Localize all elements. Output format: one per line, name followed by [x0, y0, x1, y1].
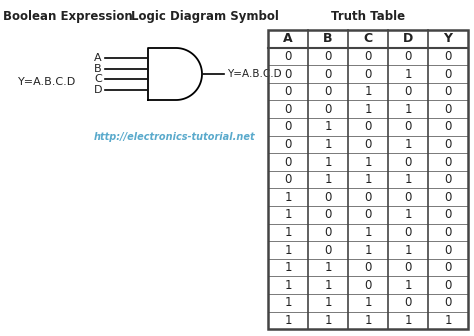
Text: 0: 0: [444, 120, 452, 133]
Text: 0: 0: [365, 68, 372, 81]
Text: Y=A.B.C.D: Y=A.B.C.D: [18, 77, 76, 87]
Text: 0: 0: [365, 120, 372, 133]
Text: 1: 1: [324, 173, 332, 186]
Text: D: D: [403, 32, 413, 45]
Text: 1: 1: [284, 208, 292, 221]
Text: 1: 1: [404, 244, 412, 256]
Text: 0: 0: [444, 226, 452, 239]
Text: 1: 1: [364, 244, 372, 256]
Text: A: A: [283, 32, 293, 45]
Text: 0: 0: [444, 244, 452, 256]
Text: 0: 0: [404, 261, 412, 274]
Text: 0: 0: [365, 191, 372, 204]
Text: 1: 1: [444, 314, 452, 327]
Text: 0: 0: [284, 85, 292, 98]
Text: C: C: [364, 32, 373, 45]
Text: 0: 0: [284, 138, 292, 151]
Text: 1: 1: [404, 314, 412, 327]
Text: 0: 0: [444, 279, 452, 292]
Text: 1: 1: [364, 226, 372, 239]
Text: 0: 0: [404, 191, 412, 204]
Text: 0: 0: [404, 296, 412, 309]
Bar: [268, 30, 468, 329]
Text: 1: 1: [284, 314, 292, 327]
Text: 1: 1: [364, 173, 372, 186]
Text: 0: 0: [444, 173, 452, 186]
Text: 0: 0: [365, 279, 372, 292]
Text: 0: 0: [324, 103, 332, 116]
Text: 0: 0: [444, 85, 452, 98]
Text: Y: Y: [444, 32, 453, 45]
Text: 1: 1: [324, 156, 332, 168]
Text: 0: 0: [444, 208, 452, 221]
Text: 1: 1: [404, 279, 412, 292]
Text: 0: 0: [444, 156, 452, 168]
Text: 0: 0: [284, 173, 292, 186]
Text: 0: 0: [365, 261, 372, 274]
Text: 1: 1: [404, 68, 412, 81]
Text: 1: 1: [324, 261, 332, 274]
Text: 0: 0: [324, 191, 332, 204]
Text: 0: 0: [444, 261, 452, 274]
Text: 1: 1: [364, 85, 372, 98]
Text: B: B: [323, 32, 333, 45]
Text: 1: 1: [284, 261, 292, 274]
Text: 0: 0: [404, 156, 412, 168]
Text: 1: 1: [364, 103, 372, 116]
Text: C: C: [94, 74, 102, 84]
Text: Y=A.B.C.D: Y=A.B.C.D: [227, 69, 282, 79]
Text: 1: 1: [324, 314, 332, 327]
Text: 1: 1: [404, 173, 412, 186]
Text: 0: 0: [444, 103, 452, 116]
Text: 0: 0: [404, 85, 412, 98]
Text: 0: 0: [284, 103, 292, 116]
Text: 1: 1: [404, 138, 412, 151]
Text: http://electronics-tutorial.net: http://electronics-tutorial.net: [94, 132, 256, 142]
Text: 1: 1: [284, 191, 292, 204]
Text: 0: 0: [444, 191, 452, 204]
Text: 0: 0: [324, 226, 332, 239]
Text: 0: 0: [404, 120, 412, 133]
Text: 0: 0: [404, 226, 412, 239]
Text: 0: 0: [284, 120, 292, 133]
Text: 0: 0: [365, 208, 372, 221]
Text: 0: 0: [365, 138, 372, 151]
Text: 0: 0: [324, 50, 332, 63]
Text: 0: 0: [404, 50, 412, 63]
Text: 0: 0: [324, 244, 332, 256]
Text: 0: 0: [284, 68, 292, 81]
Text: 0: 0: [324, 208, 332, 221]
Text: 1: 1: [324, 296, 332, 309]
Text: B: B: [94, 64, 102, 74]
Text: 0: 0: [324, 68, 332, 81]
Text: 0: 0: [365, 50, 372, 63]
Text: Boolean Expression: Boolean Expression: [3, 10, 133, 23]
Text: A: A: [94, 53, 102, 64]
Text: 1: 1: [404, 103, 412, 116]
Text: 0: 0: [444, 296, 452, 309]
Text: 1: 1: [404, 208, 412, 221]
Text: 0: 0: [284, 50, 292, 63]
Text: 1: 1: [284, 279, 292, 292]
Text: 0: 0: [444, 68, 452, 81]
Text: 1: 1: [324, 279, 332, 292]
Text: 1: 1: [284, 226, 292, 239]
Text: Logic Diagram Symbol: Logic Diagram Symbol: [131, 10, 279, 23]
Text: 1: 1: [284, 244, 292, 256]
Polygon shape: [148, 48, 202, 100]
Text: 1: 1: [324, 120, 332, 133]
Text: 1: 1: [364, 156, 372, 168]
Text: 0: 0: [444, 138, 452, 151]
Text: 0: 0: [444, 50, 452, 63]
Text: 0: 0: [284, 156, 292, 168]
Text: 0: 0: [324, 85, 332, 98]
Text: 1: 1: [364, 314, 372, 327]
Text: Truth Table: Truth Table: [331, 10, 405, 23]
Text: D: D: [93, 85, 102, 95]
Text: 1: 1: [324, 138, 332, 151]
Text: 1: 1: [364, 296, 372, 309]
Text: 1: 1: [284, 296, 292, 309]
